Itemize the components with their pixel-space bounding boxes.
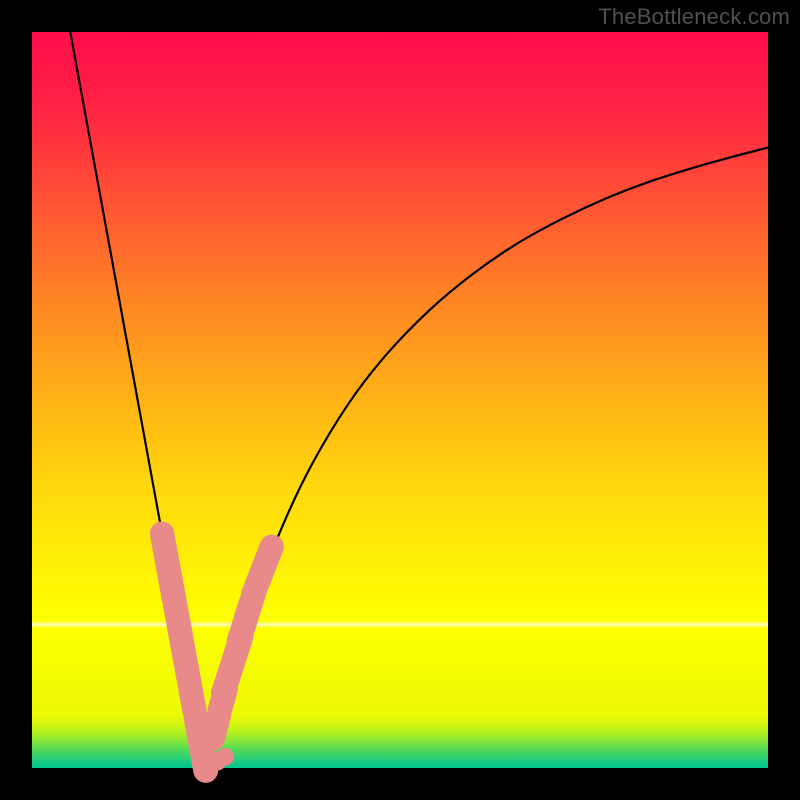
marker-left-3: [179, 626, 190, 684]
plot-background: [32, 32, 768, 768]
chart-container: TheBottleneck.com: [0, 0, 800, 800]
chart-svg: [0, 0, 800, 800]
marker-valley-3: [216, 748, 234, 766]
watermark-text: TheBottleneck.com: [598, 4, 790, 30]
